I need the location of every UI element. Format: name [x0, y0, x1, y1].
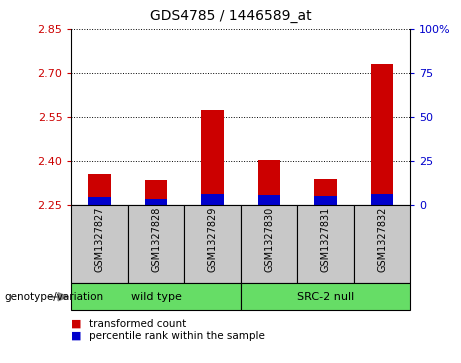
Bar — [201, 110, 224, 205]
Text: transformed count: transformed count — [89, 319, 186, 329]
Text: GSM1327832: GSM1327832 — [377, 207, 387, 272]
Bar — [371, 194, 393, 205]
Bar — [89, 174, 111, 205]
Text: GSM1327831: GSM1327831 — [320, 207, 331, 272]
Text: GSM1327830: GSM1327830 — [264, 207, 274, 272]
Text: GSM1327828: GSM1327828 — [151, 207, 161, 272]
Bar — [145, 180, 167, 205]
Text: genotype/variation: genotype/variation — [5, 292, 104, 302]
Bar — [314, 196, 337, 205]
Bar — [371, 64, 393, 205]
Bar — [145, 199, 167, 205]
Bar — [258, 195, 280, 205]
Bar — [258, 160, 280, 205]
Text: GSM1327827: GSM1327827 — [95, 207, 105, 272]
Bar — [201, 194, 224, 205]
Text: percentile rank within the sample: percentile rank within the sample — [89, 331, 265, 341]
Text: GSM1327829: GSM1327829 — [207, 207, 218, 272]
Text: ■: ■ — [71, 319, 82, 329]
Text: ■: ■ — [71, 331, 82, 341]
Bar — [89, 197, 111, 205]
Text: GDS4785 / 1446589_at: GDS4785 / 1446589_at — [150, 9, 311, 23]
Text: wild type: wild type — [131, 292, 182, 302]
Text: SRC-2 null: SRC-2 null — [297, 292, 354, 302]
Bar — [314, 179, 337, 205]
